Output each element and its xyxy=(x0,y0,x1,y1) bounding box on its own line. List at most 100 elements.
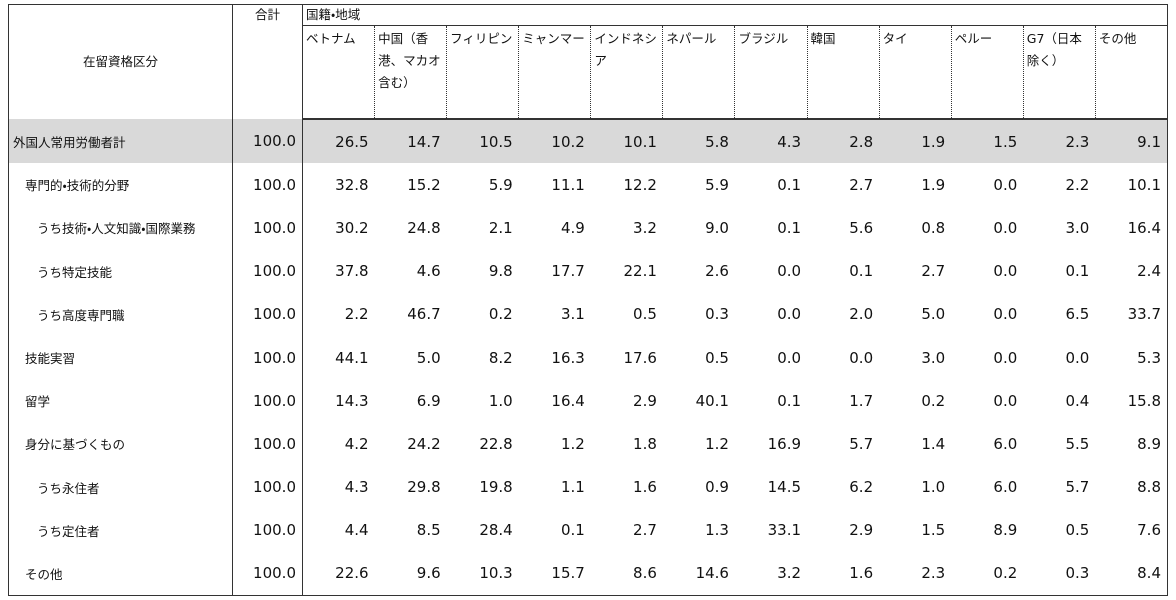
row-label: うち特定技能 xyxy=(8,249,233,293)
cell-value: 0.0 xyxy=(993,175,1018,194)
column-header: フィリピン xyxy=(446,25,519,120)
cell-value: 3.0 xyxy=(1065,218,1090,237)
cell-value: 1.6 xyxy=(849,564,874,583)
cell-value: 32.8 xyxy=(335,175,369,194)
cell-value: 0.0 xyxy=(993,218,1018,237)
row-label: その他 xyxy=(8,551,233,596)
cell-value: 6.0 xyxy=(993,434,1018,453)
row-label: うち定住者 xyxy=(8,508,233,552)
cell-value: 1.5 xyxy=(921,521,946,540)
row-label: 留学 xyxy=(8,379,233,423)
cell-value: 0.3 xyxy=(705,305,729,324)
cell-value: 0.0 xyxy=(849,348,874,367)
cell-value: 4.2 xyxy=(344,434,369,453)
cell-value: 17.7 xyxy=(551,262,585,281)
cell-value: 1.0 xyxy=(488,391,513,410)
cell-value: 15.2 xyxy=(407,175,441,194)
cell-value: 3.1 xyxy=(560,305,585,324)
cell-value: 100.0 xyxy=(232,508,303,552)
cell-value: 5.7 xyxy=(849,434,874,453)
cell-value: 16.3 xyxy=(551,348,585,367)
row-label: 身分に基づくもの xyxy=(8,422,233,466)
cell-value: 100.0 xyxy=(232,119,303,164)
table-row: その他 100.0 22.6 9.6 10.3 15.7 8.6 14.6 3.2 1.6 2.3 0… xyxy=(8,551,1168,596)
cell-value: 4.4 xyxy=(344,521,369,540)
cell-value: 100.0 xyxy=(232,422,303,466)
cell-value: 0.0 xyxy=(993,348,1018,367)
cell-value: 100.0 xyxy=(232,163,303,207)
cell-value: 1.9 xyxy=(879,119,952,164)
column-header: インドネシア xyxy=(590,25,663,120)
cell-value: 0.0 xyxy=(1065,348,1090,367)
group-header: 国籍・地域 xyxy=(302,4,1168,26)
cell-value: 100.0 xyxy=(232,379,303,423)
cell-value: 4.6 xyxy=(416,262,441,281)
cell-value: 9.0 xyxy=(705,218,729,237)
cell-value: 5.9 xyxy=(705,175,729,194)
cell-value: 2.7 xyxy=(633,521,657,540)
cell-value: 26.5 xyxy=(302,119,375,164)
cell-value: 3.2 xyxy=(633,218,657,237)
table-row: 専門的・技術的分野 100.0 32.8 15.2 5.9 11.1 12.2 5.9 0.1 2… xyxy=(8,163,1168,207)
cell-value: 40.1 xyxy=(695,391,729,410)
cell-value: 33.7 xyxy=(1127,305,1161,324)
cell-value: 5.5 xyxy=(1065,434,1090,453)
column-header: ネパール xyxy=(662,25,735,120)
cell-value: 0.3 xyxy=(1065,564,1090,583)
cell-value: 2.8 xyxy=(807,119,880,164)
cell-value: 14.6 xyxy=(695,564,729,583)
cell-value: 2.7 xyxy=(921,262,946,281)
cell-value: 0.0 xyxy=(993,262,1018,281)
row-label: うち高度専門職 xyxy=(8,292,233,336)
cell-value: 10.3 xyxy=(479,564,513,583)
cell-value: 1.2 xyxy=(560,434,585,453)
cell-value: 8.9 xyxy=(993,521,1018,540)
cell-value: 0.5 xyxy=(705,348,729,367)
cell-value: 33.1 xyxy=(767,521,802,540)
corner-header: 在留資格区分 xyxy=(8,4,233,119)
cell-value: 10.1 xyxy=(590,119,663,164)
cell-value: 5.6 xyxy=(849,218,874,237)
cell-value: 22.6 xyxy=(335,564,369,583)
cell-value: 19.8 xyxy=(479,478,513,497)
cell-value: 6.5 xyxy=(1065,305,1090,324)
cell-value: 2.2 xyxy=(344,305,369,324)
cell-value: 7.6 xyxy=(1137,521,1161,540)
cell-value: 100.0 xyxy=(232,465,303,509)
cell-value: 2.3 xyxy=(921,564,946,583)
cell-value: 2.6 xyxy=(705,262,729,281)
cell-value: 0.1 xyxy=(777,175,802,194)
table-body: 外国人常用労働者計 100.0 26.5 14.7 10.5 10.2 10.1 5.8 4.3… xyxy=(8,119,1168,596)
data-table: 在留資格区分 合計 国籍・地域 ベトナム 中国（香港、マカオ含む） フィリピン ミャン… xyxy=(8,4,1168,597)
cell-value: 2.4 xyxy=(1137,262,1161,281)
cell-value: 2.1 xyxy=(488,218,513,237)
cell-value: 6.0 xyxy=(993,478,1018,497)
cell-value: 6.2 xyxy=(849,478,874,497)
table-row: 留学 100.0 14.3 6.9 1.0 16.4 2.9 40.1 0.1 1.7 0.2 0.0… xyxy=(8,379,1168,423)
cell-value: 100.0 xyxy=(232,249,303,293)
cell-value: 10.1 xyxy=(1127,175,1161,194)
cell-value: 3.2 xyxy=(777,564,802,583)
cell-value: 1.2 xyxy=(705,434,729,453)
cell-value: 9.6 xyxy=(416,564,441,583)
cell-value: 0.5 xyxy=(633,305,657,324)
cell-value: 8.8 xyxy=(1137,478,1161,497)
cell-value: 2.0 xyxy=(849,305,874,324)
cell-value: 0.0 xyxy=(993,391,1018,410)
header-row: 在留資格区分 合計 国籍・地域 xyxy=(8,4,1168,119)
row-label: 専門的・技術的分野 xyxy=(8,163,233,207)
cell-value: 4.3 xyxy=(734,119,808,164)
table-row: うち永住者 100.0 4.3 29.8 19.8 1.1 1.6 0.9 14.5 6.2 1.0… xyxy=(8,465,1168,509)
cell-value: 0.0 xyxy=(777,262,802,281)
cell-value: 0.2 xyxy=(921,391,946,410)
cell-value: 0.1 xyxy=(849,262,874,281)
cell-value: 8.5 xyxy=(416,521,441,540)
cell-value: 12.2 xyxy=(623,175,657,194)
cell-value: 0.0 xyxy=(777,348,802,367)
cell-value: 24.2 xyxy=(407,434,441,453)
row-label: 技能実習 xyxy=(8,335,233,380)
cell-value: 4.3 xyxy=(344,478,369,497)
cell-value: 8.2 xyxy=(488,348,513,367)
cell-value: 30.2 xyxy=(335,218,369,237)
cell-value: 4.9 xyxy=(560,218,585,237)
